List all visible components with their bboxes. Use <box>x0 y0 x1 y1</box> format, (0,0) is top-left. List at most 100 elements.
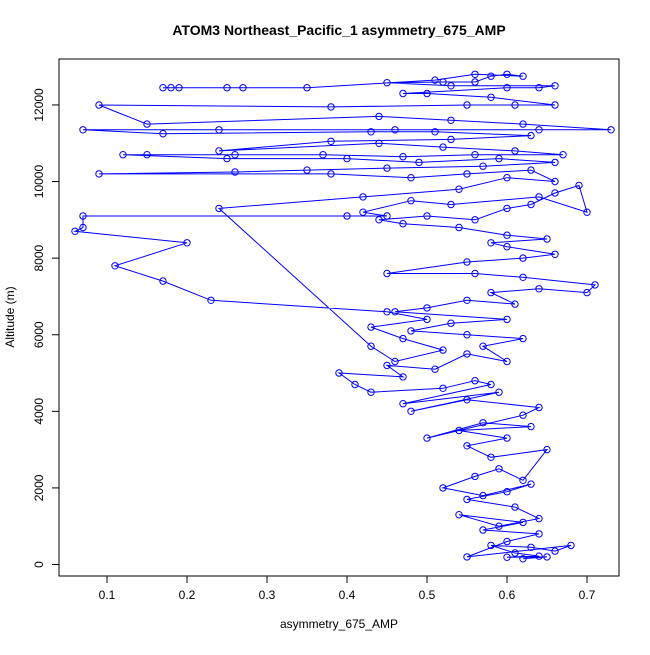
data-point <box>567 541 575 550</box>
data-point <box>519 411 527 419</box>
data-point <box>95 170 103 178</box>
data-point <box>439 384 447 392</box>
data-point <box>159 277 167 285</box>
data-point <box>487 93 495 102</box>
data-point <box>447 200 455 209</box>
data-point <box>503 315 511 324</box>
data-point <box>607 126 615 134</box>
data-point <box>551 158 559 167</box>
data-point <box>79 212 87 220</box>
data-point <box>535 84 543 92</box>
data-point <box>551 177 559 186</box>
y-axis-label: Altitude (m) <box>3 286 17 347</box>
data-point <box>399 400 407 408</box>
data-point <box>383 269 391 278</box>
data-point <box>431 128 439 136</box>
plot-frame <box>58 58 620 577</box>
data-point <box>231 168 239 176</box>
data-point <box>303 84 311 92</box>
data-point <box>455 511 463 519</box>
data-point <box>543 235 551 243</box>
data-point <box>551 547 559 555</box>
data-point <box>399 373 407 381</box>
data-point <box>95 101 103 109</box>
data-point <box>527 422 535 431</box>
data-point <box>487 72 495 80</box>
data-point <box>511 300 519 308</box>
data-point <box>383 212 391 220</box>
x-tick-label: 0.5 <box>419 588 436 602</box>
data-point <box>471 78 479 86</box>
data-point <box>423 434 431 442</box>
data-point <box>463 101 471 109</box>
data-point <box>551 250 559 259</box>
data-point <box>503 243 511 251</box>
data-point <box>303 166 311 174</box>
data-point <box>551 101 559 109</box>
data-point <box>327 103 335 111</box>
data-point <box>407 327 415 335</box>
data-point <box>159 130 167 138</box>
data-series <box>71 70 615 563</box>
x-tick-label: 0.1 <box>99 588 116 602</box>
data-point <box>455 185 463 193</box>
data-point <box>359 208 367 216</box>
data-point <box>79 126 87 134</box>
data-point <box>335 369 343 377</box>
data-point <box>447 116 455 125</box>
data-point <box>591 281 599 289</box>
data-point <box>423 212 431 220</box>
data-point <box>439 484 447 492</box>
data-point <box>231 151 239 159</box>
data-point <box>535 126 543 134</box>
data-point <box>183 239 191 247</box>
data-point <box>167 84 175 92</box>
data-point <box>439 346 447 354</box>
data-point <box>383 79 391 87</box>
data-point <box>423 304 431 312</box>
data-point <box>503 357 511 366</box>
x-tick-label: 0.3 <box>259 588 276 602</box>
data-point <box>487 541 495 550</box>
data-point <box>527 166 535 174</box>
data-point <box>327 170 335 178</box>
data-point <box>439 78 447 86</box>
data-point <box>527 131 535 140</box>
data-point <box>503 174 511 182</box>
data-point <box>367 128 375 136</box>
data-point <box>143 151 151 159</box>
data-point <box>463 396 471 404</box>
data-point <box>463 495 471 504</box>
data-point <box>423 89 431 98</box>
data-point <box>175 84 183 92</box>
data-point <box>487 288 495 297</box>
data-point <box>375 216 383 224</box>
data-point <box>383 308 391 316</box>
data-point <box>119 151 127 159</box>
data-point <box>519 273 527 281</box>
data-point <box>479 491 487 500</box>
data-point <box>511 147 519 155</box>
data-point <box>503 434 511 442</box>
data-point <box>215 126 223 134</box>
data-point <box>495 388 503 396</box>
data-point <box>367 388 375 396</box>
data-point <box>215 147 223 155</box>
data-point <box>503 488 511 496</box>
data-point <box>535 285 543 293</box>
data-point <box>519 555 527 563</box>
data-point <box>367 342 375 350</box>
data-point <box>447 135 455 144</box>
data-point <box>391 126 399 134</box>
data-point <box>383 164 391 172</box>
data-point <box>447 319 455 327</box>
data-point <box>463 296 471 304</box>
data-point <box>375 112 383 121</box>
data-point <box>503 84 511 92</box>
data-point <box>471 216 479 224</box>
data-point <box>399 334 407 343</box>
data-point <box>215 204 223 213</box>
data-point <box>527 200 535 209</box>
data-point <box>223 154 231 163</box>
data-point <box>143 120 151 128</box>
